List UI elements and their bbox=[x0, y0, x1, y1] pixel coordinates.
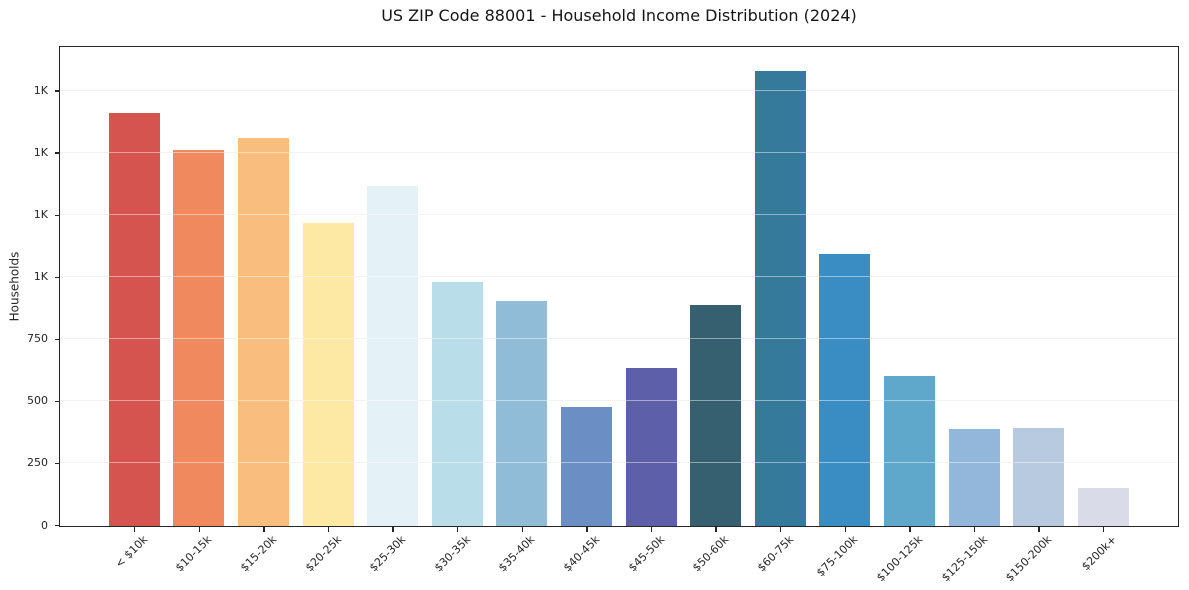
y-tick-label: 250 bbox=[27, 456, 48, 470]
gridline-overlay bbox=[60, 338, 1178, 340]
x-tick-mark bbox=[844, 526, 847, 532]
y-tick-label: 750 bbox=[27, 332, 48, 346]
bar bbox=[1013, 427, 1065, 526]
bar bbox=[367, 186, 419, 526]
bar bbox=[237, 137, 289, 526]
gridline-overlay bbox=[60, 276, 1178, 278]
bar bbox=[560, 406, 612, 526]
bar bbox=[431, 281, 483, 526]
bar bbox=[173, 150, 225, 526]
bar bbox=[690, 305, 742, 526]
x-tick-mark bbox=[456, 526, 459, 532]
y-tick-mark bbox=[54, 400, 59, 403]
bar bbox=[625, 368, 677, 526]
x-tick-mark bbox=[586, 526, 588, 532]
gridline-overlay bbox=[60, 90, 1178, 92]
gridline bbox=[60, 214, 1178, 216]
bar bbox=[496, 301, 548, 526]
y-tick-label: 0 bbox=[41, 518, 48, 532]
gridline bbox=[60, 152, 1178, 154]
plot-area bbox=[59, 46, 1179, 527]
x-tick-mark bbox=[715, 526, 717, 532]
y-tick-mark bbox=[54, 214, 59, 217]
bar bbox=[883, 375, 935, 526]
y-tick-mark bbox=[54, 338, 59, 341]
chart-title: US ZIP Code 88001 - Household Income Dis… bbox=[381, 6, 857, 25]
x-tick-mark bbox=[909, 526, 911, 532]
bar bbox=[819, 254, 871, 526]
y-tick-mark bbox=[54, 152, 59, 154]
x-tick-mark bbox=[198, 526, 201, 532]
x-tick-mark bbox=[521, 526, 524, 532]
gridline-overlay bbox=[60, 152, 1178, 154]
x-tick-mark bbox=[779, 526, 782, 532]
y-tick-mark bbox=[54, 524, 59, 527]
x-tick-label: < $10k bbox=[112, 533, 150, 571]
x-tick-mark bbox=[1102, 526, 1105, 532]
y-tick-mark bbox=[54, 462, 59, 465]
bar bbox=[1077, 487, 1129, 526]
gridline bbox=[60, 276, 1178, 278]
gridline-overlay bbox=[60, 462, 1178, 464]
gridline-overlay bbox=[60, 400, 1178, 402]
gridline-overlay bbox=[60, 214, 1178, 216]
y-tick-label: 500 bbox=[27, 394, 48, 408]
x-tick-mark bbox=[973, 526, 976, 532]
y-tick-label: 1K bbox=[33, 146, 48, 160]
y-tick-mark bbox=[54, 276, 59, 279]
bar bbox=[302, 223, 354, 526]
gridline bbox=[60, 400, 1178, 402]
bar bbox=[754, 70, 806, 526]
bar bbox=[108, 112, 160, 526]
x-tick-mark bbox=[133, 526, 136, 532]
x-tick-mark bbox=[1038, 526, 1040, 532]
bar bbox=[948, 429, 1000, 526]
y-axis-label: Households bbox=[7, 251, 22, 322]
y-tick-label: 1K bbox=[33, 208, 48, 222]
y-tick-label: 1K bbox=[33, 270, 48, 284]
x-tick-mark bbox=[392, 526, 394, 532]
gridline bbox=[60, 462, 1178, 464]
gridline bbox=[60, 338, 1178, 340]
x-tick-mark bbox=[327, 526, 330, 532]
x-tick-mark bbox=[263, 526, 265, 532]
y-tick-mark bbox=[54, 90, 59, 92]
y-tick-label: 1K bbox=[33, 84, 48, 98]
gridline bbox=[60, 90, 1178, 92]
x-tick-mark bbox=[650, 526, 653, 532]
